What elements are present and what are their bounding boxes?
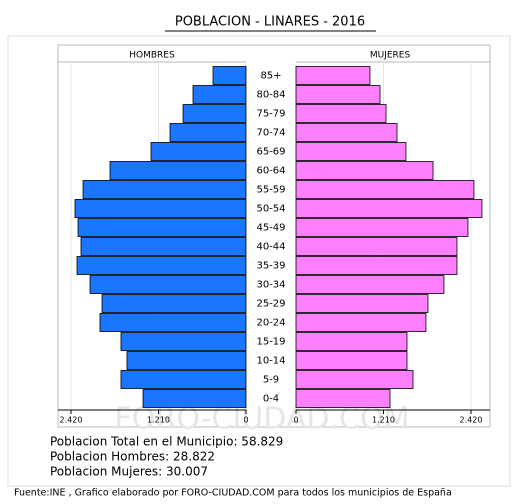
bar (142, 389, 247, 408)
y-tick-label: 75-79 (256, 109, 285, 120)
bar (120, 332, 247, 351)
y-tick-label: 50-54 (256, 204, 285, 215)
y-tick-label: 40-44 (256, 242, 285, 253)
y-tick-label: 70-74 (256, 128, 285, 139)
y-tick-label: 35-39 (256, 261, 285, 272)
summary-line: Poblacion Mujeres: 30.007 (50, 465, 208, 479)
bar (295, 66, 371, 85)
x-tick-label: 1.210 (372, 416, 395, 425)
y-tick-label: 30-34 (256, 280, 285, 291)
bar (182, 104, 247, 123)
chart-title: POBLACION - LINARES - 2016 (175, 15, 365, 30)
bar (295, 199, 483, 218)
bar (99, 313, 247, 332)
bar (295, 123, 398, 142)
bar (150, 142, 247, 161)
legend-label: HOMBRES (129, 51, 175, 61)
summary-line: Poblacion Total en el Municipio: 58.829 (50, 435, 283, 449)
bar (89, 275, 247, 294)
bar (80, 237, 247, 256)
bar (109, 161, 247, 180)
y-tick-label: 60-64 (256, 166, 285, 177)
bar (295, 218, 469, 237)
plot-frame (57, 44, 491, 428)
bar (126, 351, 247, 370)
x-tick-label: 1.210 (147, 416, 170, 425)
x-tick-label: 2.420 (460, 416, 483, 425)
bar (295, 332, 408, 351)
bar (295, 180, 475, 199)
y-tick-label: 65-69 (256, 147, 285, 158)
bar (295, 104, 387, 123)
bar (192, 85, 247, 104)
bar (101, 294, 247, 313)
bar (295, 389, 391, 408)
y-tick-label: 45-49 (256, 223, 285, 234)
summary-line: Poblacion Hombres: 28.822 (50, 450, 215, 464)
bar (295, 294, 429, 313)
source: Fuente:INE , Grafico elaborado por FORO-… (14, 488, 452, 499)
y-tick-label: 10-14 (256, 356, 285, 367)
x-tick-label: 2.420 (60, 416, 83, 425)
bar (77, 218, 247, 237)
x-tick-label: 0 (293, 416, 298, 425)
y-tick-label: 5-9 (263, 375, 279, 386)
legend-label: MUJERES (370, 51, 411, 61)
bar (295, 313, 427, 332)
bar (295, 237, 458, 256)
y-tick-label: 25-29 (256, 299, 285, 310)
bar (76, 256, 247, 275)
y-tick-label: 20-24 (256, 318, 285, 329)
bar (169, 123, 247, 142)
bar (295, 85, 381, 104)
y-tick-label: 15-19 (256, 337, 285, 348)
y-tick-label: 80-84 (256, 90, 285, 101)
bar (295, 256, 458, 275)
bar (120, 370, 247, 389)
bar (74, 199, 247, 218)
y-tick-label: 55-59 (256, 185, 285, 196)
bar (212, 66, 247, 85)
bar (295, 351, 408, 370)
x-tick-label: 0 (243, 416, 248, 425)
bar (82, 180, 247, 199)
bar (295, 275, 445, 294)
bar (295, 142, 407, 161)
y-tick-label: 85+ (260, 71, 281, 82)
y-tick-label: 0-4 (263, 394, 279, 405)
bar (295, 370, 414, 389)
bar (295, 161, 434, 180)
